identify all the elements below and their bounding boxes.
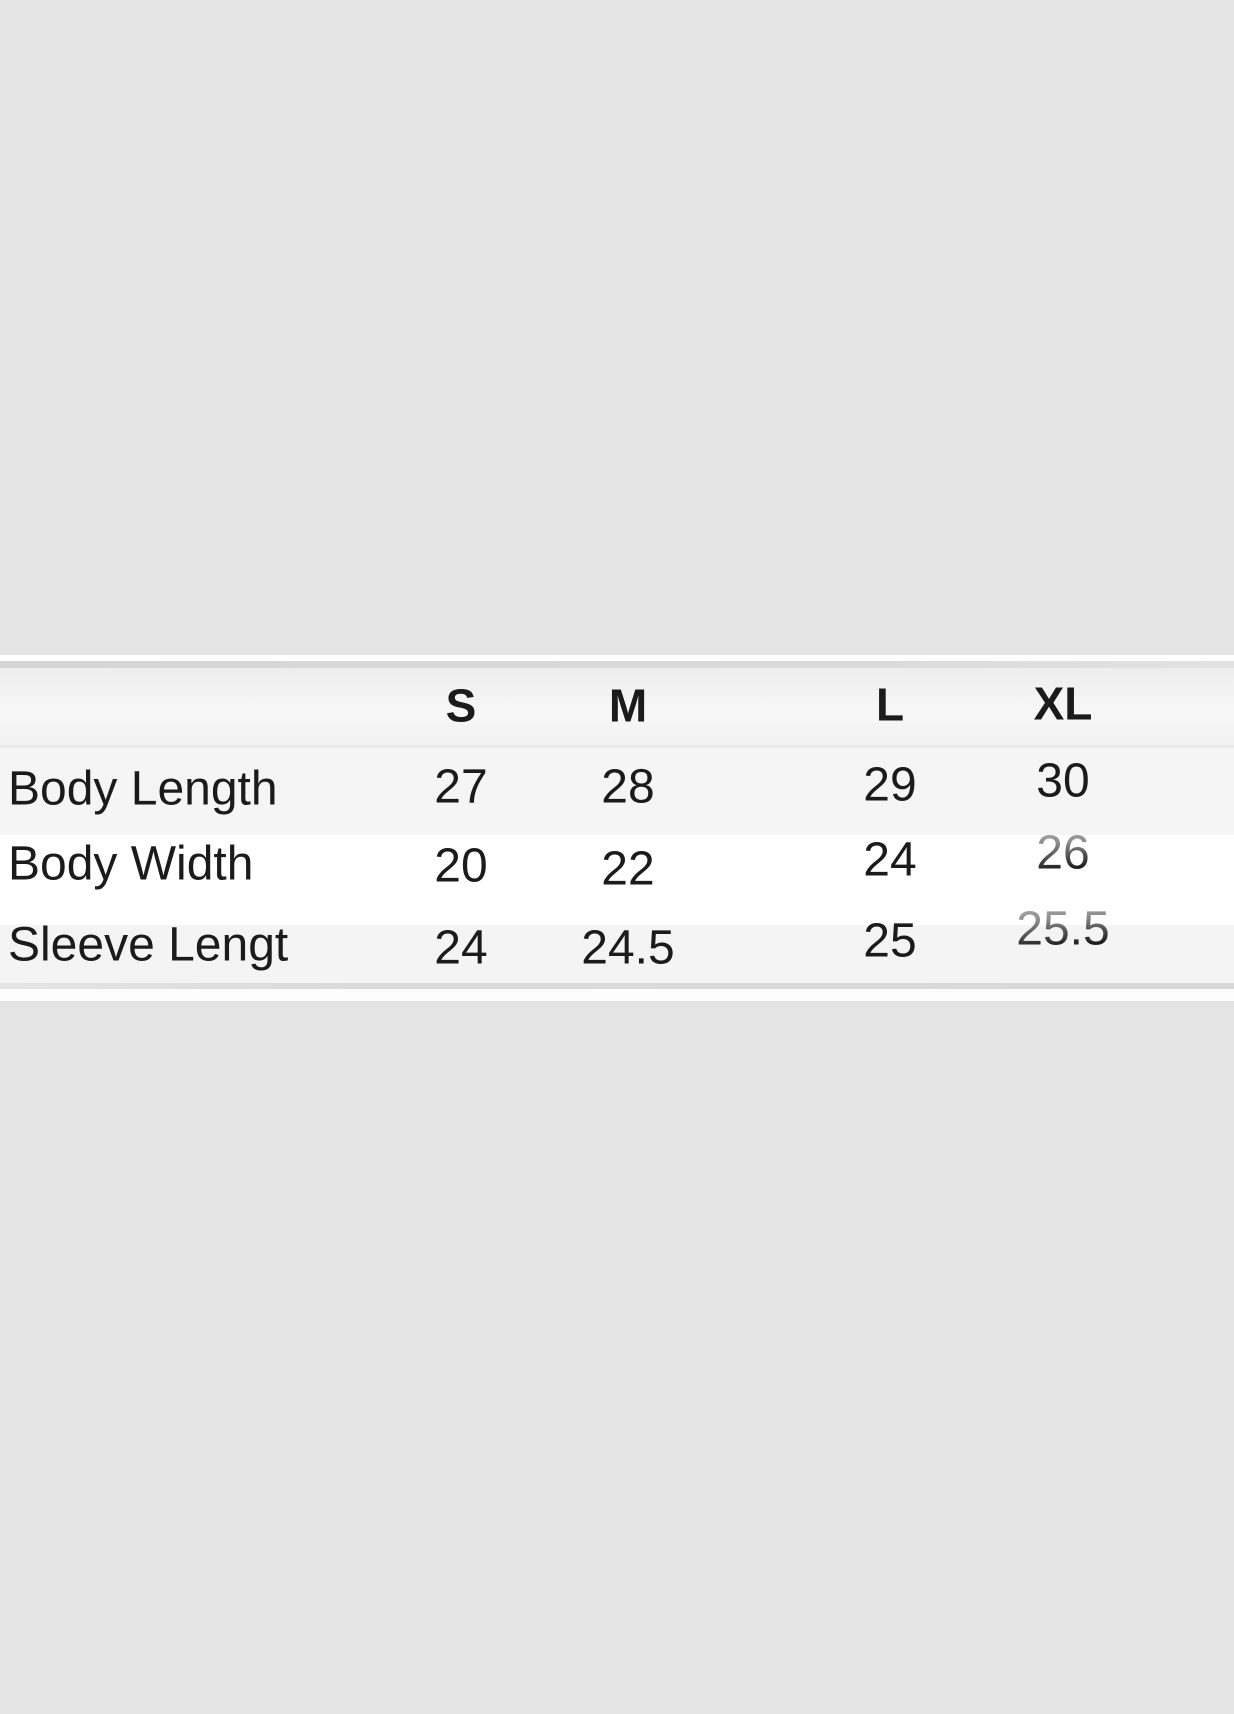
cell-sleeve-length-l: 25: [863, 914, 917, 968]
cell-body-length-l: 29: [863, 758, 917, 812]
table-row-sleeve-length: Sleeve Length 24 24.5 25 25.5: [0, 903, 1234, 983]
cell-body-width-m: 22: [601, 842, 655, 896]
cell-body-width-l: 24: [863, 833, 917, 887]
size-chart-header-row: S M L XL: [0, 668, 1234, 748]
size-chart-table: S M L XL Body Length 27 28 29 30 Body Wi…: [0, 655, 1234, 1001]
column-header-l: L: [875, 678, 905, 731]
cell-body-length-xl: 30: [1036, 754, 1090, 808]
cell-sleeve-length-xl: 25.5: [1016, 902, 1110, 956]
table-row-body-length: Body Length 27 28 29 30: [0, 748, 1234, 835]
row-label-sleeve-length: Sleeve Length: [8, 919, 290, 972]
column-header-m: M: [608, 679, 648, 732]
row-label-body-length: Body Length: [8, 763, 278, 816]
column-header-xl: XL: [1033, 677, 1093, 730]
cell-body-width-xl: 26: [1036, 826, 1090, 880]
table-bottom-highlight-line: [0, 989, 1234, 1001]
column-header-s: S: [445, 679, 477, 732]
row-label-body-width: Body Width: [8, 838, 254, 891]
table-bottom-divider-line: [0, 983, 1234, 989]
cell-sleeve-length-m: 24.5: [581, 921, 675, 975]
table-top-highlight-line: [0, 655, 1234, 661]
table-row-body-width: Body Width 20 22 24 26: [0, 827, 1234, 925]
cell-body-length-s: 27: [434, 760, 488, 814]
table-top-divider-line: [0, 661, 1234, 668]
cell-body-width-s: 20: [434, 839, 488, 893]
cell-sleeve-length-s: 24: [434, 921, 488, 975]
cell-body-length-m: 28: [601, 760, 655, 814]
